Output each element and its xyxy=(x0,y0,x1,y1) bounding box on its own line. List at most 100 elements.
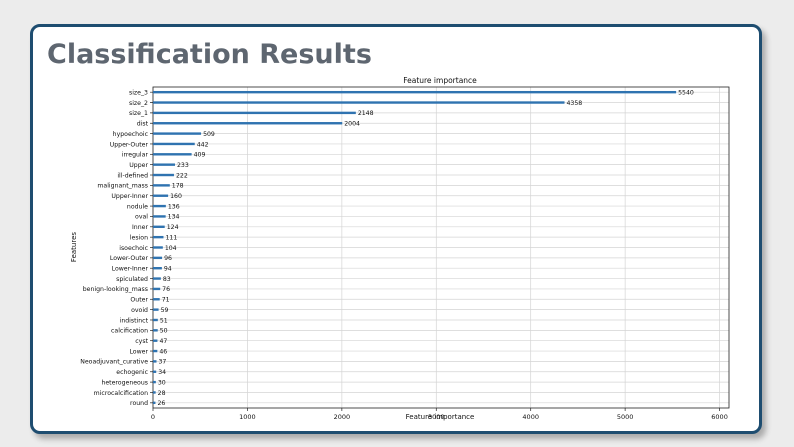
bar xyxy=(153,122,343,125)
bar xyxy=(153,256,163,260)
value-label: 2004 xyxy=(344,121,360,128)
value-label: 409 xyxy=(194,152,206,159)
category-label: malignant_mass xyxy=(97,183,148,190)
bar xyxy=(153,380,156,384)
value-label: 76 xyxy=(162,286,170,293)
value-label: 50 xyxy=(160,328,168,335)
bar xyxy=(153,349,158,353)
y-axis-label: Features xyxy=(70,232,78,262)
bar xyxy=(153,204,166,208)
value-label: 233 xyxy=(177,162,189,169)
value-label: 96 xyxy=(164,255,172,262)
category-label: irregular xyxy=(122,152,149,159)
value-label: 5540 xyxy=(678,89,694,96)
value-label: 124 xyxy=(167,224,179,231)
category-label: Inner xyxy=(132,224,148,231)
value-label: 34 xyxy=(158,369,166,376)
value-label: 94 xyxy=(164,266,172,273)
bar xyxy=(153,318,158,322)
value-label: 59 xyxy=(161,307,169,314)
category-label: cyst xyxy=(135,338,148,345)
bar xyxy=(153,235,164,239)
bar xyxy=(153,370,157,373)
value-label: 160 xyxy=(170,193,182,200)
value-label: 509 xyxy=(203,131,215,138)
bar xyxy=(153,215,166,218)
category-label: isoechoic xyxy=(119,245,148,252)
bar xyxy=(153,163,176,166)
x-tick-label: 6000 xyxy=(711,413,728,421)
x-tick-label: 3000 xyxy=(428,413,445,421)
bar xyxy=(153,401,156,405)
bar xyxy=(153,339,158,342)
bar xyxy=(153,153,192,156)
category-label: Outer xyxy=(130,297,148,304)
value-label: 104 xyxy=(165,245,177,252)
value-label: 28 xyxy=(158,390,166,397)
x-tick-label: 4000 xyxy=(522,413,539,421)
grid-layer xyxy=(152,87,729,408)
bar xyxy=(153,142,195,146)
bar xyxy=(153,277,161,280)
bar xyxy=(153,308,159,311)
category-label: oval xyxy=(135,214,148,221)
category-label: calcification xyxy=(111,328,148,335)
bar xyxy=(153,287,161,291)
bar xyxy=(153,132,202,135)
value-label: 37 xyxy=(158,359,166,366)
bar xyxy=(153,246,163,249)
bar xyxy=(153,360,157,363)
category-label: size_3 xyxy=(129,89,148,96)
bar xyxy=(153,194,169,197)
category-label: Lower-Inner xyxy=(112,266,149,273)
labels-layer: 5540 4358 2148 2004 509 442 409 233 222 178 160 136… xyxy=(157,89,693,407)
x-tick-label: 1000 xyxy=(239,413,256,421)
category-label: hypoechoic xyxy=(113,131,149,138)
bar xyxy=(153,267,162,270)
slide-card: Classification Results Feature importanc… xyxy=(30,24,762,434)
bar xyxy=(153,391,156,394)
category-label: Lower xyxy=(129,348,148,355)
bar xyxy=(153,184,170,187)
value-label: 4358 xyxy=(567,100,583,107)
x-tick-label: 5000 xyxy=(617,413,634,421)
value-label: 222 xyxy=(176,172,188,179)
slide-title: Classification Results xyxy=(47,39,372,70)
bar xyxy=(153,111,356,115)
category-label: Upper xyxy=(129,162,148,169)
category-label: microcalcification xyxy=(94,390,148,397)
feature-importance-chart: Feature importance 554043582148200450944… xyxy=(70,76,730,421)
value-label: 442 xyxy=(197,141,209,148)
value-label: 134 xyxy=(168,214,180,221)
category-label: ill-defined xyxy=(117,172,148,179)
value-label: 26 xyxy=(157,400,165,407)
category-label: dist xyxy=(137,121,149,128)
value-label: 46 xyxy=(159,348,167,355)
bar xyxy=(153,298,160,301)
bar xyxy=(153,329,158,332)
bar xyxy=(153,101,565,104)
value-label: 2148 xyxy=(358,110,374,117)
bars-layer xyxy=(153,90,677,405)
bar xyxy=(153,90,677,94)
category-label: spiculated xyxy=(116,276,148,283)
category-label: ovoid xyxy=(131,307,148,314)
x-axis-label: Feature importance xyxy=(406,413,475,421)
category-label: Upper-Inner xyxy=(111,193,148,200)
value-label: 136 xyxy=(168,203,180,210)
chart-title: Feature importance xyxy=(403,76,477,85)
x-tick-label: 2000 xyxy=(334,413,351,421)
value-label: 47 xyxy=(159,338,167,345)
value-label: 178 xyxy=(172,183,184,190)
value-label: 83 xyxy=(163,276,171,283)
ticks-layer: 0 1000 2000 3000 4000 5000 6000 size_3 size_2siz… xyxy=(80,89,728,421)
bar xyxy=(153,173,174,177)
category-label: size_1 xyxy=(129,110,148,117)
bar xyxy=(153,225,165,228)
x-tick-label: 0 xyxy=(151,413,155,421)
category-label: round xyxy=(130,400,148,407)
value-label: 71 xyxy=(162,297,170,304)
category-label: Neoadjuvant_curative xyxy=(80,359,148,366)
value-label: 51 xyxy=(160,317,168,324)
category-label: echogenic xyxy=(116,369,148,376)
